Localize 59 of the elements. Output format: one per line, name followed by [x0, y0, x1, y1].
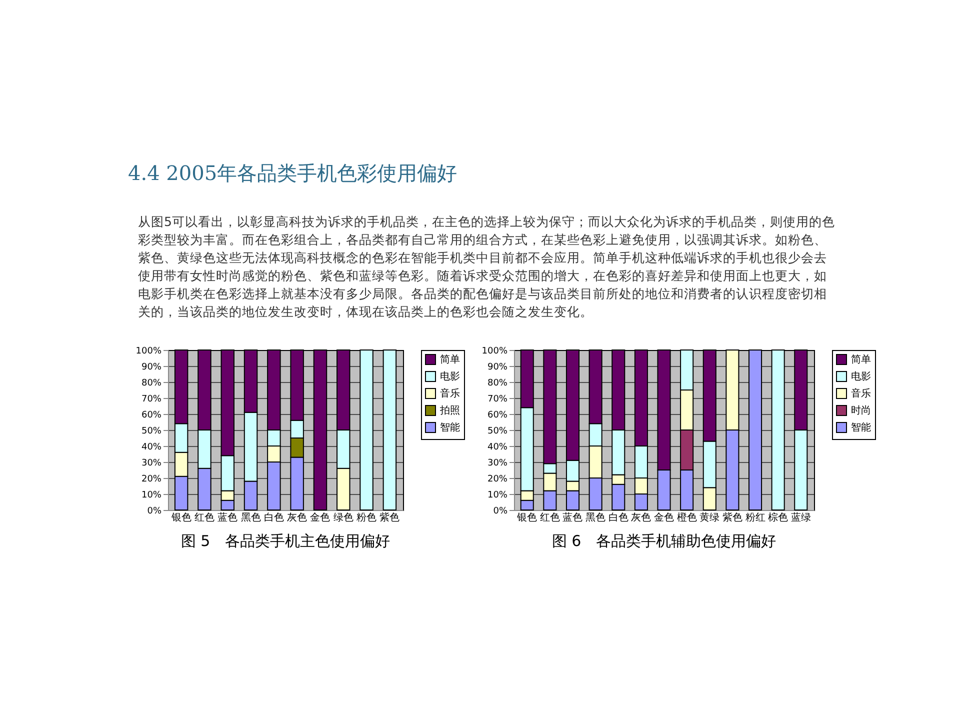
- y-tick-label: 80%: [141, 378, 162, 388]
- x-tick-label: 黑色: [586, 512, 606, 524]
- y-tick-label: 30%: [487, 458, 508, 468]
- y-tick-label: 90%: [141, 362, 162, 372]
- y-tick-label: 60%: [141, 410, 162, 420]
- x-tick-label: 金色: [310, 512, 330, 524]
- x-tick-label: 银色: [516, 512, 538, 524]
- y-tick-label: 100%: [482, 346, 508, 356]
- x-tick-label: 黄绿: [700, 512, 720, 524]
- y-tick-label: 70%: [487, 394, 508, 404]
- x-tick-label: 蓝色: [562, 512, 583, 524]
- x-tick-label: 红色: [540, 512, 560, 524]
- y-tick-label: 50%: [487, 426, 508, 436]
- y-tick-label: 10%: [487, 490, 508, 500]
- x-tick-label: 灰色: [287, 512, 308, 524]
- legend-label: 简单: [851, 354, 871, 366]
- text: 从图5可以看出，以彰显高科技为诉求的手机品类，在主色的选择上较为保守；而以大众化为诉求的手机品类，则使用的色彩类型较为丰富。而在色彩组合上，各品类都有自己常用的组合方式，在某些色彩上避免使用，以强调其诉求。如粉色、紫色、黄绿色这些无法体现高科技概念的色彩在智能手机类中目前都不会应用。简单手机这种低端诉求的手机也很少会去使用带有女性时尚感觉的粉色、紫色和蓝绿等色彩。随着诉求受众范围的增大，在色彩的喜好差异和使用面上也更大，如电影手机类在色彩选择上就基本没有多少局限。各品类的配色偏好是与该品类目前所处的地位和消费者的认识程度密切相关的，当该品类的地位发生改变时，体现在该品类上的色彩也会随之发生变化。: [137, 213, 836, 321]
- y-tick-label: 40%: [141, 442, 162, 452]
- x-tick-label: 白色: [608, 512, 628, 524]
- y-tick-label: 50%: [141, 426, 162, 436]
- x-tick-label: 粉色: [356, 512, 377, 524]
- text: 图 6 各品类手机辅助色使用偏好: [552, 532, 776, 550]
- text: 图 5 各品类手机主色使用偏好: [180, 532, 390, 550]
- legend-label: 音乐: [440, 388, 460, 400]
- y-tick-label: 10%: [141, 490, 162, 500]
- legend-label: 时尚: [851, 404, 871, 416]
- y-tick-label: 40%: [487, 442, 508, 452]
- x-tick-label: 灰色: [631, 512, 652, 524]
- x-tick-label: 蓝色: [218, 512, 238, 524]
- legend-label: 电影: [440, 370, 460, 382]
- y-tick-label: 20%: [487, 474, 508, 484]
- legend-label: 拍照: [439, 404, 460, 416]
- x-tick-label: 金色: [654, 512, 674, 524]
- x-tick-label: 黑色: [240, 512, 261, 524]
- legend-label: 简单: [440, 354, 460, 366]
- legend-label: 智能: [851, 422, 871, 434]
- x-tick-label: 白色: [264, 512, 284, 524]
- y-tick-label: 90%: [487, 362, 508, 372]
- y-tick-label: 80%: [487, 378, 508, 388]
- y-tick-label: 60%: [487, 410, 508, 420]
- y-tick-label: 0%: [147, 506, 162, 516]
- y-tick-label: 100%: [136, 346, 162, 356]
- y-tick-label: 30%: [141, 458, 162, 468]
- x-tick-label: 银色: [170, 512, 192, 524]
- legend-label: 电影: [851, 370, 871, 382]
- y-tick-label: 20%: [141, 474, 162, 484]
- x-tick-label: 粉红: [745, 512, 766, 524]
- x-tick-label: 绿色: [333, 512, 354, 524]
- y-tick-label: 70%: [141, 394, 162, 404]
- x-tick-label: 红色: [194, 512, 214, 524]
- legend-label: 音乐: [851, 388, 871, 400]
- x-tick-label: 紫色: [380, 512, 400, 524]
- y-tick-label: 0%: [493, 506, 508, 516]
- x-tick-label: 棕色: [768, 512, 788, 524]
- x-tick-label: 蓝绿: [790, 512, 811, 524]
- text: 4.4 2005年各品类手机色彩使用偏好: [128, 160, 458, 187]
- legend-label: 智能: [440, 422, 460, 434]
- x-tick-label: 橙色: [676, 512, 697, 524]
- x-tick-label: 紫色: [722, 512, 742, 524]
